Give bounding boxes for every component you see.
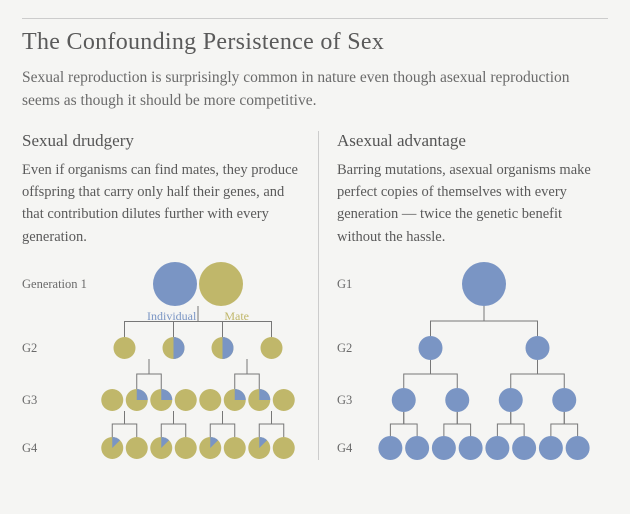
- right-diagram: G1 G2 G3 G4: [337, 260, 608, 460]
- left-diagram: Generation 1 G2 G3 G4 Individual Mate: [22, 260, 300, 460]
- svg-text:G2: G2: [337, 341, 352, 355]
- right-tree-svg: G1 G2 G3 G4: [337, 260, 597, 460]
- svg-text:Generation 1: Generation 1: [22, 277, 87, 291]
- page-subtitle: Sexual reproduction is surprisingly comm…: [22, 66, 608, 113]
- right-column: Asexual advantage Barring mutations, ase…: [318, 131, 608, 461]
- left-heading: Sexual drudgery: [22, 131, 300, 151]
- right-heading: Asexual advantage: [337, 131, 608, 151]
- left-column: Sexual drudgery Even if organisms can fi…: [22, 131, 318, 461]
- columns: Sexual drudgery Even if organisms can fi…: [22, 131, 608, 461]
- svg-text:Mate: Mate: [224, 309, 249, 323]
- right-desc: Barring mutations, asexual organisms mak…: [337, 159, 608, 249]
- svg-text:G1: G1: [337, 277, 352, 291]
- svg-text:G3: G3: [22, 393, 37, 407]
- svg-text:G2: G2: [22, 341, 37, 355]
- left-desc: Even if organisms can find mates, they p…: [22, 159, 300, 249]
- page-title: The Confounding Persistence of Sex: [22, 29, 608, 56]
- svg-text:Individual: Individual: [147, 309, 197, 323]
- svg-text:G4: G4: [22, 441, 38, 455]
- svg-text:G3: G3: [337, 393, 352, 407]
- top-rule: [22, 18, 608, 19]
- svg-text:G4: G4: [337, 441, 353, 455]
- left-tree-svg: Generation 1 G2 G3 G4 Individual Mate: [22, 260, 300, 460]
